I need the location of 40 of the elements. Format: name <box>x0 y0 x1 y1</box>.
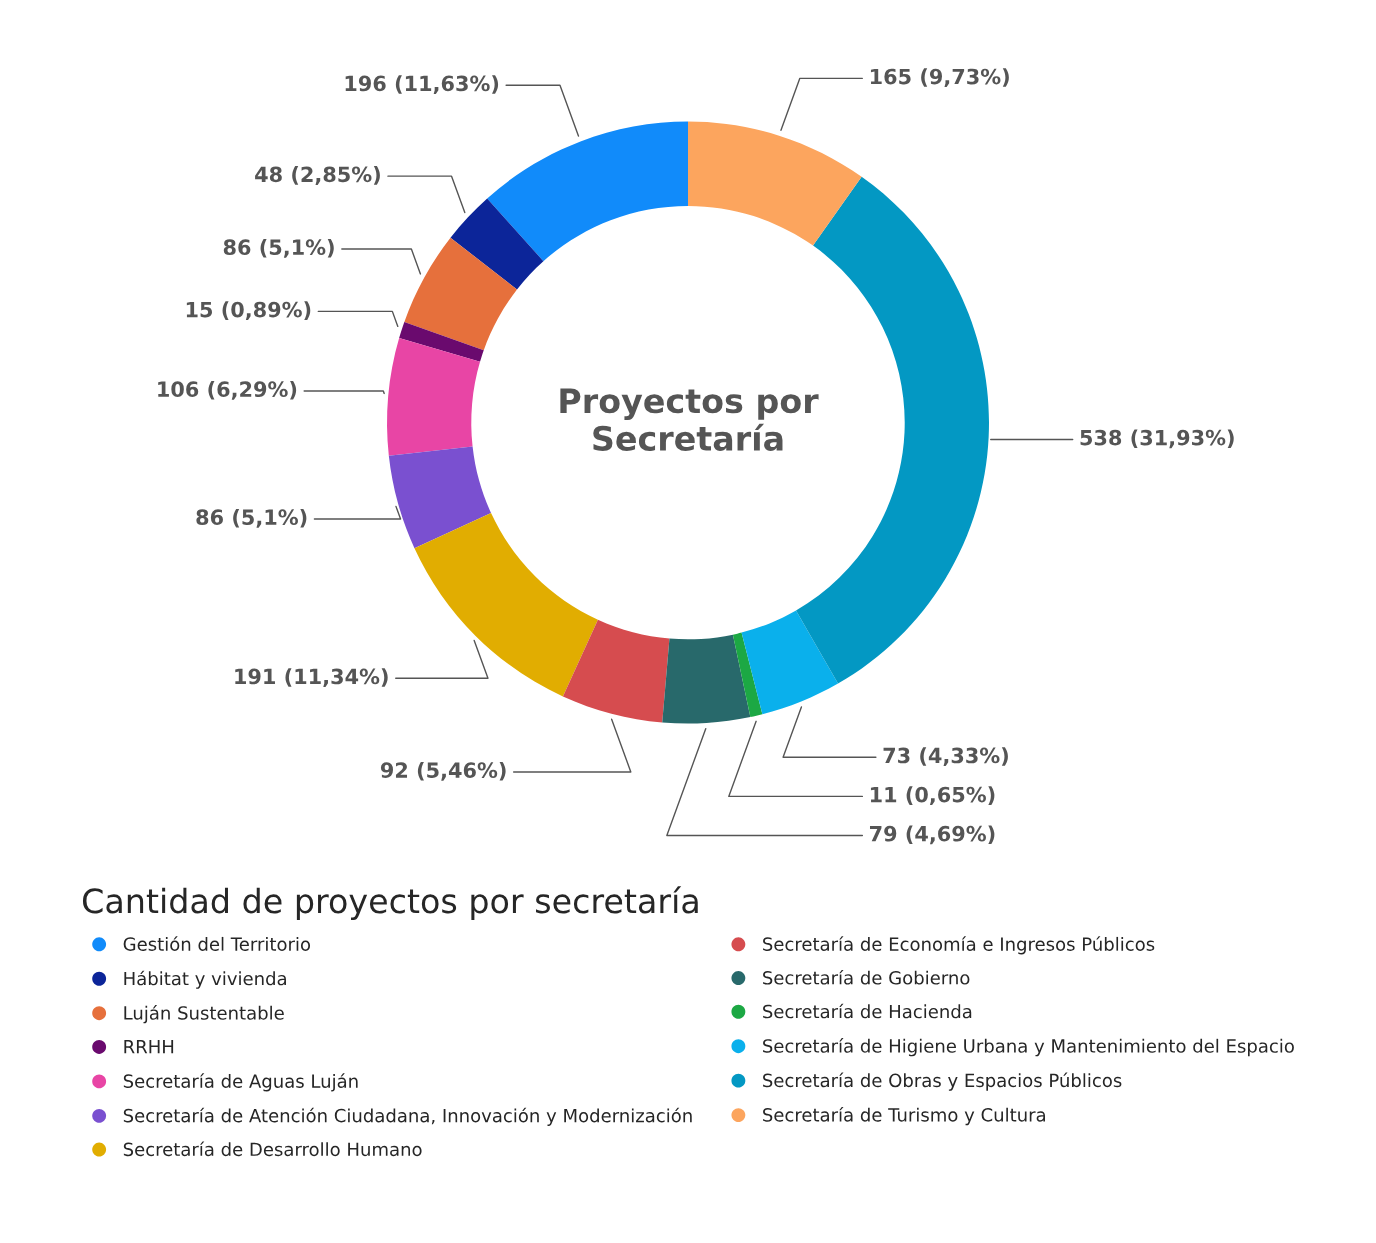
donut-slice <box>387 337 481 456</box>
data-label: 79 (4,69%) <box>869 825 995 845</box>
legend-label: Luján Sustentable <box>124 1005 284 1024</box>
data-label: 191 (11,34%) <box>235 668 388 687</box>
donut-slice <box>732 632 763 718</box>
legend-label: Secretaría de Turismo y Cultura <box>763 1106 1045 1126</box>
donut-slice <box>450 198 544 290</box>
legend-label: Secretaría de Atención Ciudadana, Innovación y Modernización <box>123 1107 692 1126</box>
data-label: 11 (0,65%) <box>870 786 995 806</box>
donut-slice <box>562 619 670 723</box>
legend-label: Secretaría de Higiene Urbana y Mantenimiento del Espacio <box>763 1038 1294 1057</box>
data-label: 106 (6,29%) <box>158 380 297 400</box>
data-label: 48 (2,85%) <box>255 166 380 185</box>
legend-title: Cantidad de proyectos por secretaría <box>82 886 698 920</box>
data-label: 196 (11,63%) <box>345 75 499 94</box>
text: Proyectos por Secretaría <box>560 388 819 451</box>
legend-label: Secretaría de Gobierno <box>763 969 970 985</box>
legend-label: Gestión del Territorio <box>123 936 311 951</box>
legend-label: Secretaría de Aguas Luján <box>123 1073 358 1092</box>
data-label: 92 (5,46%) <box>380 761 506 781</box>
donut-slice <box>404 237 517 351</box>
donut-slice <box>662 634 751 724</box>
donut-slice <box>414 513 598 697</box>
legend-label: RRHH <box>124 1040 174 1054</box>
data-label: 73 (4,33%) <box>883 747 1008 766</box>
data-label: 165 (9,73%) <box>870 68 1009 88</box>
data-label: 538 (31,93%) <box>1080 429 1234 449</box>
donut-slice <box>399 321 484 362</box>
legend-label: Secretaría de Hacienda <box>763 1003 972 1019</box>
legend-label: Secretaría de Obras y Espacios Públicos <box>763 1072 1122 1091</box>
legend-label: Secretaría de Economía e Ingresos Públicos <box>763 936 1155 955</box>
data-label: 86 (5,1%) <box>196 508 307 528</box>
data-label: 15 (0,89%) <box>186 301 311 321</box>
donut-slice <box>388 446 492 549</box>
data-label: 86 (5,1%) <box>223 239 334 258</box>
legend-label: Secretaría de Desarrollo Humano <box>123 1141 422 1157</box>
donut-slice <box>487 121 688 262</box>
donut-slice <box>741 610 839 715</box>
donut-slice <box>688 121 862 246</box>
legend-label: Hábitat y vivienda <box>124 970 286 989</box>
